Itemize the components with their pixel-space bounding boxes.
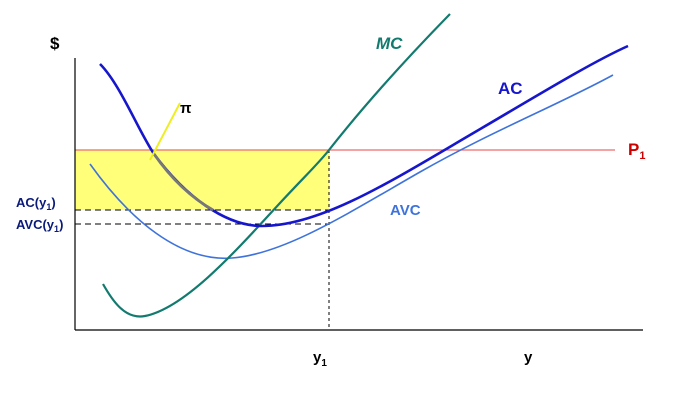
price-label: P1 xyxy=(628,140,645,162)
profit-label: π xyxy=(180,100,192,117)
profit-area xyxy=(75,150,329,210)
mc-curve xyxy=(102,13,451,318)
ac-curve xyxy=(99,44,629,228)
avc-curve xyxy=(89,74,614,259)
x-tick-y1-label: y1 xyxy=(313,349,327,369)
profit-pointer xyxy=(149,102,181,161)
mc-label: MC xyxy=(376,34,403,53)
ac-gray-segment xyxy=(152,153,214,212)
ac-label: AC xyxy=(498,79,523,98)
ac-at-y1-label: AC(y1) xyxy=(16,195,56,212)
x-axis-label: y xyxy=(524,349,533,366)
avc-at-y1-label: AVC(y1) xyxy=(16,217,63,234)
y-axis-label: $ xyxy=(50,34,60,53)
avc-label: AVC xyxy=(390,202,421,219)
